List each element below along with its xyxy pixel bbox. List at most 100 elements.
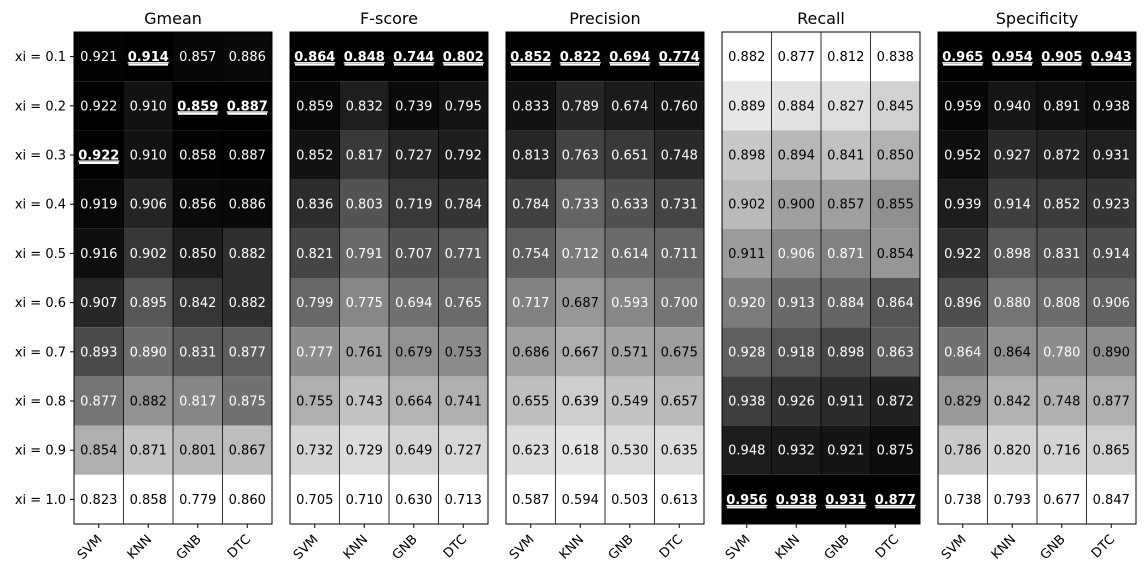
heatmap-cell [506,474,556,524]
cell-value-label: 0.587 [512,493,549,508]
heatmap-cell [339,32,389,82]
cell-value-label: 0.677 [1043,493,1080,508]
cell-value-label: 0.738 [944,493,981,508]
heatmap-cell [74,425,124,475]
cell-value-label: 0.821 [296,247,333,262]
cell-value-label: 0.801 [179,444,216,459]
heatmap-cell [222,474,272,524]
cell-value-label: 0.771 [445,247,482,262]
x-tick-label: SVM [291,532,322,563]
cell-value-label: 0.754 [512,247,549,262]
cell-value-label: 0.633 [611,198,648,213]
heatmap-cell [605,81,655,131]
y-tick-label: xi = 0.1 [15,50,66,65]
panel-title: F-score [360,9,418,28]
heatmap-cell [1086,130,1136,180]
heatmap-cell [555,228,605,278]
heatmap-cell [1086,228,1136,278]
panel-frame [937,31,1137,525]
heatmap-cell [870,376,920,426]
cell-value-label: 0.741 [445,395,482,410]
cell-value-label: 0.639 [562,395,599,410]
heatmap-cell [605,179,655,229]
cell-value-label: 0.727 [395,149,432,164]
heatmap-cell [1037,278,1087,328]
cell-value-label: 0.713 [445,493,482,508]
cell-value-label: 0.707 [395,247,432,262]
cell-value-label: 0.914 [128,50,169,65]
heatmap-cell [506,278,556,328]
cell-value-label: 0.928 [728,345,765,360]
cell-value-label: 0.857 [179,50,216,65]
cell-value-label: 0.939 [944,198,981,213]
cell-value-label: 0.867 [229,444,266,459]
heatmap-cell [1037,425,1087,475]
cell-value-label: 0.667 [562,345,599,360]
cell-value-label: 0.786 [944,444,981,459]
cell-value-label: 0.833 [512,99,549,114]
cell-value-label: 0.919 [80,198,117,213]
heatmap-cell [987,32,1037,82]
cell-value-label: 0.940 [994,99,1031,114]
cell-value-label: 0.872 [877,395,914,410]
heatmap-cell [722,278,772,328]
cell-value-label: 0.913 [778,296,815,311]
heatmap-cell [938,228,988,278]
heatmap-cell [123,32,173,82]
heatmap-cell [438,32,488,82]
heatmap-cell [290,179,340,229]
heatmap-cell [722,179,772,229]
heatmap-cell [123,376,173,426]
heatmap-cell [506,81,556,131]
heatmap-cell [290,81,340,131]
cell-value-label: 0.779 [179,493,216,508]
heatmap-cell [870,81,920,131]
cell-value-label: 0.910 [130,99,167,114]
y-tick-label: xi = 0.8 [15,395,66,410]
heatmap-cell [339,425,389,475]
heatmap-cell [821,425,871,475]
cell-value-label: 0.733 [562,198,599,213]
heatmap-cell [173,327,223,377]
cell-value-label: 0.813 [512,149,549,164]
heatmap-cell [290,228,340,278]
heatmap-cell [605,376,655,426]
cell-value-label: 0.710 [346,493,383,508]
heatmap-cell [389,179,439,229]
cell-value-label: 0.921 [827,444,864,459]
panel-frame [721,31,921,525]
heatmap-cell [555,425,605,475]
heatmap-cell [722,327,772,377]
cell-value-label: 0.858 [179,149,216,164]
heatmap-cell [938,425,988,475]
heatmap-cell [1086,327,1136,377]
heatmap-cell [222,376,272,426]
y-tick-label: xi = 0.5 [15,247,66,262]
heatmap-cell [821,327,871,377]
cell-value-label: 0.872 [1043,149,1080,164]
heatmap-cell [987,81,1037,131]
heatmap-cell [389,425,439,475]
panel-title: Specificity [996,9,1078,28]
heatmap-cell [555,327,605,377]
heatmap-cell [173,81,223,131]
cell-value-label: 0.823 [80,493,117,508]
cell-value-label: 0.686 [512,345,549,360]
heatmap-cell [438,81,488,131]
heatmap-cell [74,130,124,180]
cell-value-label: 0.651 [611,149,648,164]
heatmap-cell [222,228,272,278]
heatmap-cell [605,130,655,180]
heatmap-cell [821,81,871,131]
heatmap-cell [938,179,988,229]
cell-value-label: 0.784 [445,198,482,213]
heatmap-cell [438,474,488,524]
cell-value-label: 0.938 [728,395,765,410]
cell-value-label: 0.864 [994,345,1031,360]
cell-value-label: 0.795 [445,99,482,114]
heatmap-cell [654,179,704,229]
heatmap-cell [1037,376,1087,426]
heatmap-cell [605,327,655,377]
cell-value-label: 0.784 [512,198,549,213]
panel-frame [73,31,273,525]
